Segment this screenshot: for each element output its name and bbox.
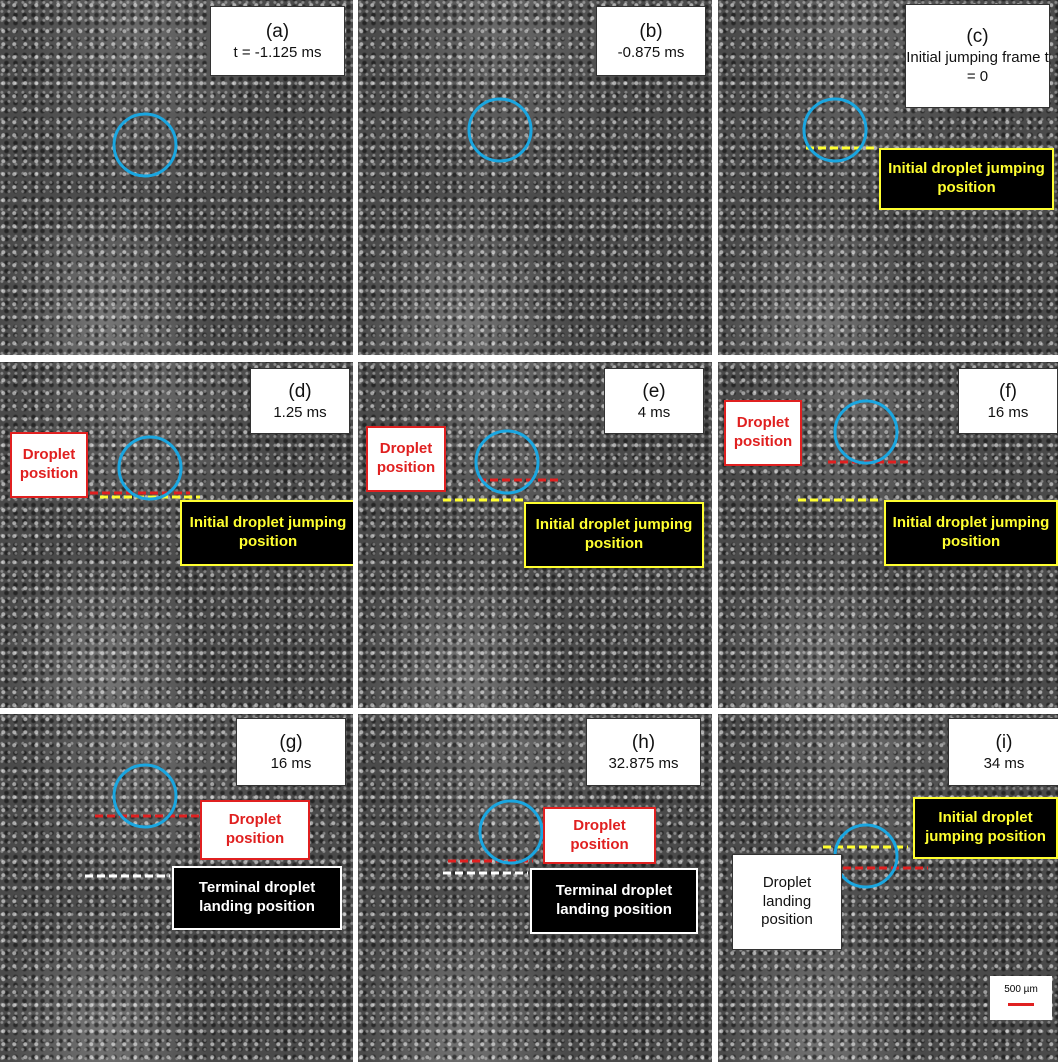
droplet-circle xyxy=(114,114,176,176)
panel-label-box: (c)Initial jumping frame t = 0 xyxy=(905,4,1050,108)
panel-label-box: (f)16 ms xyxy=(958,368,1058,434)
panel-time: 34 ms xyxy=(984,755,1025,774)
panel-label: (i) xyxy=(996,731,1013,755)
panel-label-box: (h)32.875 ms xyxy=(586,718,701,786)
annotation: Terminal droplet landing position xyxy=(530,868,698,934)
droplet-circle xyxy=(835,825,897,887)
panel-label-box: (a)t = -1.125 ms xyxy=(210,6,345,76)
panel-time: -0.875 ms xyxy=(618,44,685,63)
panel-label: (a) xyxy=(266,20,289,44)
annotation: Initial droplet jumping position xyxy=(180,500,353,566)
image-panel: (i)34 ms Initial droplet jumping position… xyxy=(718,714,1058,1062)
image-panel: (a)t = -1.125 ms xyxy=(0,0,353,355)
annotation: Droplet position xyxy=(10,432,88,498)
annotation: Initial droplet jumping position xyxy=(884,500,1058,566)
panel-time: 16 ms xyxy=(271,755,312,774)
droplet-circle xyxy=(119,437,181,499)
panel-label: (b) xyxy=(639,20,662,44)
panel-label-box: (i)34 ms xyxy=(948,718,1058,786)
scale-bar-box: 500 µm xyxy=(990,976,1052,1020)
panel-label: (e) xyxy=(642,380,665,404)
annotation: Terminal droplet landing position xyxy=(172,866,342,930)
panel-time: 16 ms xyxy=(988,404,1029,423)
panel-label-box: (b)-0.875 ms xyxy=(596,6,706,76)
annotation: Initial droplet jumping position xyxy=(879,148,1054,210)
droplet-circle xyxy=(114,765,176,827)
panel-label: (h) xyxy=(632,731,655,755)
image-panel: (f)16 ms Droplet position Initial droplet … xyxy=(718,362,1058,708)
scale-bar xyxy=(1008,1003,1034,1006)
droplet-circle xyxy=(835,401,897,463)
panel-label-box: (e)4 ms xyxy=(604,368,704,434)
panel-time: 1.25 ms xyxy=(273,404,326,423)
panel-time: 32.875 ms xyxy=(608,755,678,774)
image-panel: (c)Initial jumping frame t = 0 Initial dr… xyxy=(718,0,1058,355)
droplet-circle xyxy=(469,99,531,161)
image-panel: (d)1.25 ms Droplet position Initial drople… xyxy=(0,362,353,708)
panel-time: Initial jumping frame t = 0 xyxy=(906,49,1049,87)
annotation: Droplet position xyxy=(724,400,802,466)
panel-label: (d) xyxy=(288,380,311,404)
droplet-circle xyxy=(804,99,866,161)
image-panel: (e)4 ms Droplet position Initial droplet j… xyxy=(358,362,712,708)
panel-time: 4 ms xyxy=(638,404,671,423)
annotation: Droplet position xyxy=(200,800,310,860)
panel-label: (c) xyxy=(966,25,988,49)
annotation: Initial droplet jumping position xyxy=(913,797,1058,859)
panel-time: t = -1.125 ms xyxy=(234,44,322,63)
annotation: Droplet position xyxy=(543,807,656,864)
panel-label-box: (g)16 ms xyxy=(236,718,346,786)
droplet-circle xyxy=(480,801,542,863)
panel-label-box: (d)1.25 ms xyxy=(250,368,350,434)
figure: (a)t = -1.125 ms(b)-0.875 ms(c)Initial j… xyxy=(0,0,1058,1062)
panel-label: (f) xyxy=(999,380,1017,404)
annotation: Droplet position xyxy=(366,426,446,492)
annotation: Initial droplet jumping position xyxy=(524,502,704,568)
image-panel: (b)-0.875 ms xyxy=(358,0,712,355)
scale-bar-label: 500 µm xyxy=(990,984,1052,995)
droplet-circle xyxy=(476,431,538,493)
annotation: Droplet landing position xyxy=(732,854,842,950)
panel-label: (g) xyxy=(279,731,302,755)
